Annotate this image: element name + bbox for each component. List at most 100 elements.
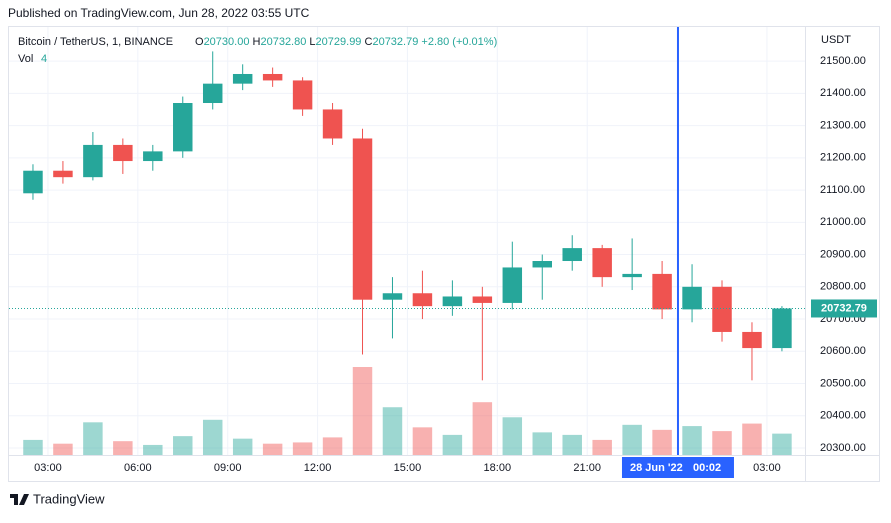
y-tick-label: 20600.00	[820, 345, 866, 357]
volume-bar	[232, 438, 253, 455]
y-tick-label: 21100.00	[820, 184, 865, 196]
volume-bar	[262, 443, 283, 455]
y-tick-label: 20900.00	[820, 248, 866, 260]
candle-body	[113, 144, 133, 162]
y-tick-label: 21200.00	[820, 152, 866, 164]
crosshair-date: 28 Jun '22	[630, 462, 683, 474]
volume-bar	[472, 402, 493, 455]
x-tick-label: 03:00	[753, 462, 781, 474]
candle-body	[382, 293, 403, 300]
crosshair-tag	[621, 457, 734, 478]
plot	[9, 27, 805, 455]
ohlc-value: 20732.80	[260, 36, 306, 48]
y-tick-label: 20300.00	[820, 442, 866, 454]
volume-bar	[202, 419, 223, 455]
x-tick-label: 06:00	[124, 462, 152, 474]
candle-body	[442, 296, 463, 307]
candle-body	[53, 170, 73, 178]
currency: USDT	[821, 34, 851, 46]
ohlc-value: 20732.79	[372, 36, 418, 48]
candle-body	[202, 83, 223, 104]
y-tick-label: 20400.00	[820, 410, 866, 422]
volume-bar	[562, 434, 582, 455]
candle-body	[232, 73, 253, 84]
y-tick-label: 21500.00	[820, 55, 866, 67]
x-tick-label: 09:00	[214, 462, 242, 474]
volume-bar	[83, 422, 103, 455]
volume-value: 4	[41, 53, 47, 65]
volume-bar	[622, 424, 642, 455]
candle-body	[772, 308, 792, 349]
ohlc-legend: O20730.00 H20732.80 L20729.99 C20732.79 …	[195, 36, 497, 48]
candle-body	[592, 248, 612, 278]
candle-body	[562, 248, 582, 262]
y-tick-label: 20500.00	[820, 377, 866, 389]
volume-bar	[682, 426, 702, 455]
y-tick-label: 20800.00	[820, 281, 866, 293]
y-tick-label: 21300.00	[820, 119, 866, 131]
candle-body	[532, 261, 552, 268]
ohlc-value: 20730.00	[204, 36, 250, 48]
last-price-label: 20732.79	[821, 302, 867, 314]
candle-body	[472, 296, 493, 303]
candle-body	[173, 103, 193, 152]
candle-body	[742, 331, 762, 349]
candle-body	[322, 109, 343, 139]
candle-body	[622, 273, 642, 278]
candle-body	[143, 151, 163, 162]
volume-bar	[113, 441, 133, 455]
candle-body	[23, 170, 43, 194]
volume-bar	[382, 407, 403, 455]
volume-label: Vol	[18, 53, 33, 65]
volume-bar	[772, 433, 792, 455]
volume-bar	[652, 429, 672, 455]
x-tick-label: 12:00	[304, 462, 332, 474]
candle-body	[412, 293, 433, 307]
candle-body	[682, 286, 702, 310]
volume-bar	[592, 439, 612, 455]
volume-bar	[532, 432, 552, 455]
candle-body	[652, 273, 672, 310]
volume-bar	[502, 417, 523, 455]
ohlc-key: L	[309, 36, 315, 48]
logo-mark	[10, 494, 29, 505]
crosshair-time: 00:02	[693, 462, 721, 474]
symbol-title: Bitcoin / TetherUS, 1, BINANCE	[18, 36, 173, 48]
published-note: Published on TradingView.com, Jun 28, 20…	[8, 6, 310, 20]
candle-body	[352, 138, 373, 300]
candle-body	[83, 144, 103, 178]
volume-bar	[23, 439, 43, 455]
candle-body	[262, 73, 283, 81]
volume-bar	[173, 436, 193, 455]
volume-bar	[292, 442, 313, 455]
volume-bar	[53, 443, 73, 455]
volume-bar	[442, 434, 463, 455]
ohlc-key: O	[195, 36, 204, 48]
volume-bar	[742, 423, 762, 455]
y-tick-label: 21400.00	[820, 87, 866, 99]
x-tick-label: 21:00	[573, 462, 601, 474]
candle-body	[292, 80, 313, 110]
x-tick-label: 18:00	[484, 462, 512, 474]
volume-bar	[712, 431, 732, 455]
logo: TradingView	[10, 491, 105, 506]
volume-bar	[322, 437, 343, 455]
last-price-tag	[811, 299, 877, 318]
x-tick-label: 15:00	[394, 462, 422, 474]
change: +2.80 (+0.01%)	[421, 36, 497, 48]
candle-body	[712, 286, 732, 332]
volume-bar	[143, 444, 163, 455]
volume-bar	[352, 367, 373, 455]
brand: TradingView	[33, 491, 105, 506]
x-tick-label: 03:00	[34, 462, 62, 474]
chart-frame	[8, 26, 880, 482]
ohlc-key: C	[365, 36, 373, 48]
candle-body	[502, 267, 523, 303]
y-tick-label: 21000.00	[820, 216, 866, 228]
ohlc-key: H	[253, 36, 261, 48]
ohlc-value: 20729.99	[316, 36, 362, 48]
volume-bar	[412, 427, 433, 455]
